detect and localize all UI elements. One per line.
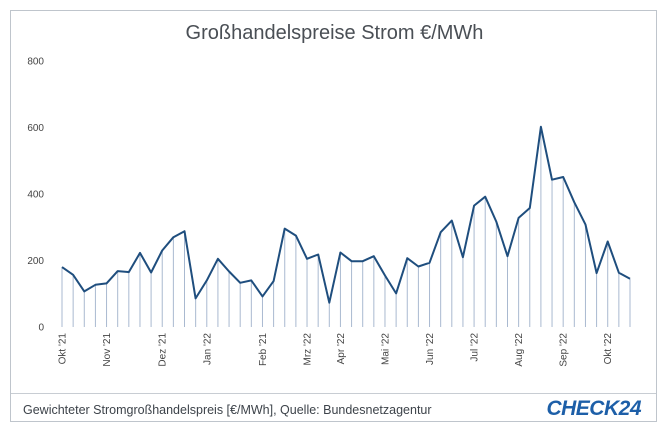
x-tick-label: Okt '22 [603,333,614,365]
x-tick-label: Feb '21 [258,333,269,366]
footer-divider [11,393,656,394]
x-tick-label: Jul '22 [470,333,481,362]
y-tick-label: 0 [38,323,44,334]
x-tick-label: Dez '21 [158,333,169,367]
x-tick-label: Okt '21 [58,333,69,365]
chart-frame [10,10,657,422]
x-tick-label: Jun '22 [425,333,436,365]
x-tick-label: Jan '22 [202,333,213,365]
y-tick-label: 200 [27,256,44,267]
x-tick-label: Nov '21 [102,333,113,367]
x-tick-label: Apr '22 [336,333,347,365]
y-tick-label: 600 [27,123,44,134]
series-line [61,125,631,304]
chart-title: Großhandelspreise Strom €/MWh [185,22,484,44]
x-tick-label: Mai '22 [380,333,391,365]
y-tick-label: 800 [27,57,44,68]
source-note: Gewichteter Stromgroßhandelspreis [€/MWh… [23,403,432,417]
brand-logo: CHECK24 [546,397,641,420]
x-tick-label: Sep '22 [559,333,570,367]
x-tick-label: Mrz '22 [303,333,314,366]
x-tick-label: Aug '22 [514,333,525,367]
y-tick-label: 400 [27,190,44,201]
